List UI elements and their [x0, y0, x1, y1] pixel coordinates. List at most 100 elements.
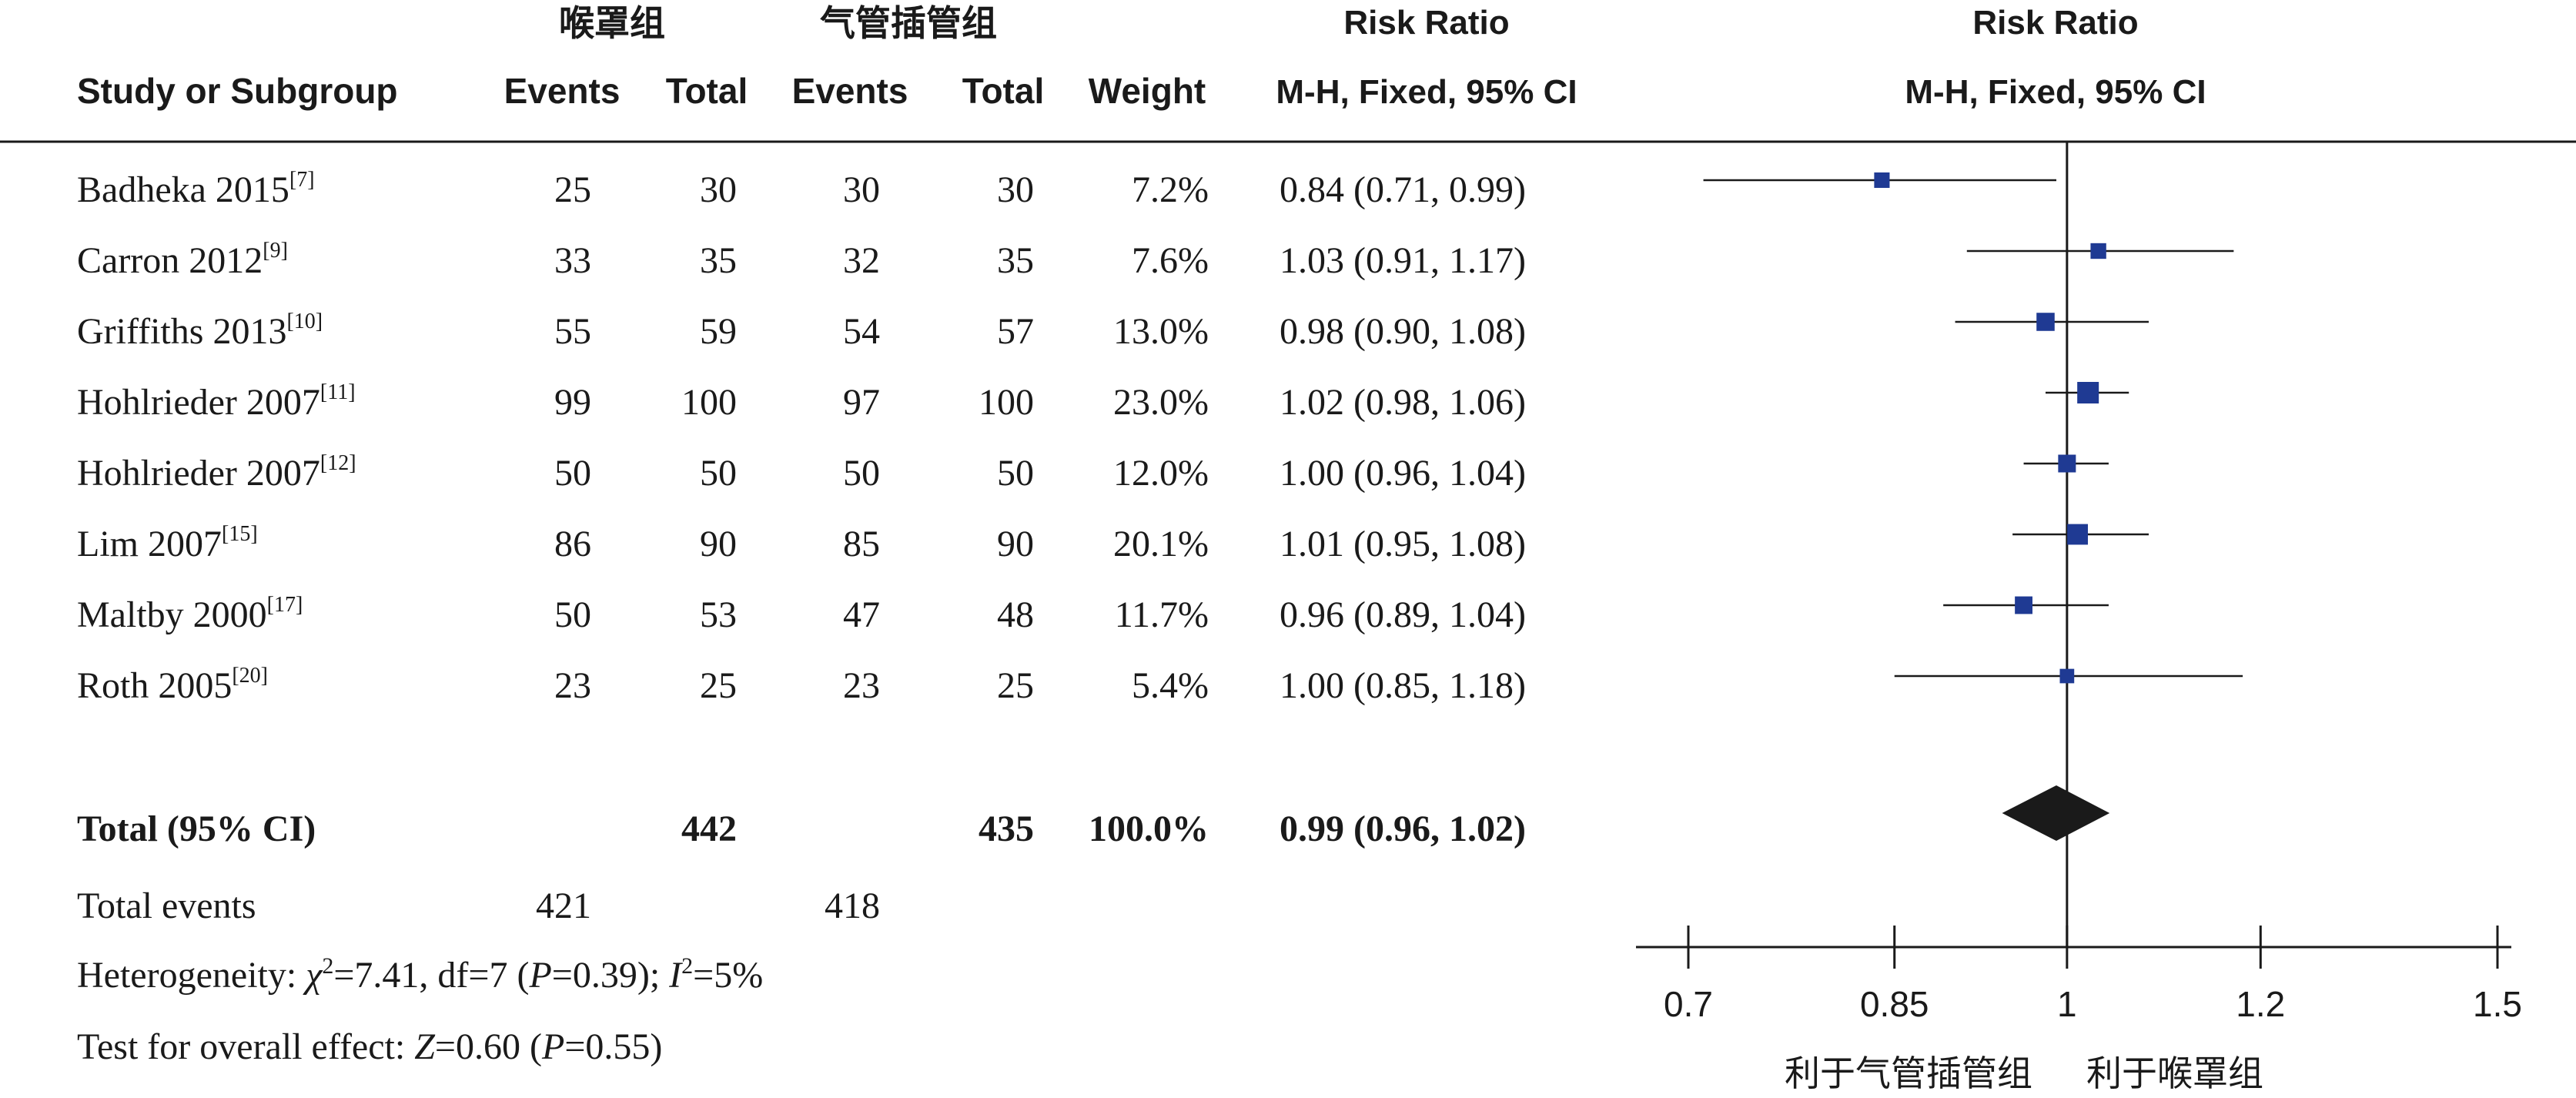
total-row: Total (95% CI) 442 435 100.0% 0.99 (0.96… — [77, 808, 1526, 849]
point-marker — [2090, 243, 2106, 259]
study-ref: [17] — [267, 593, 303, 617]
total-events-label: Total events — [77, 885, 256, 926]
col-study-header: Study or Subgroup — [77, 71, 398, 111]
summary-diamond — [2002, 785, 2110, 841]
study-ref: [12] — [320, 451, 356, 475]
ci-text-cell: 0.98 (0.90, 1.08) — [1280, 311, 1526, 352]
study-name: Hohlrieder 2007 — [77, 382, 320, 423]
study-row: Hohlrieder 2007[11] 99 100 97 100 23.0% 1.02 (… — [77, 380, 1526, 423]
point-marker — [2036, 313, 2055, 331]
total-total1: 442 — [681, 808, 737, 849]
total2-cell: 25 — [997, 665, 1034, 706]
events1-cell: 50 — [554, 453, 591, 494]
weight-cell: 23.0% — [1113, 382, 1209, 423]
study-name: Griffiths 2013 — [77, 311, 286, 352]
study-ref: [9] — [263, 239, 288, 263]
total1-cell: 59 — [700, 311, 737, 352]
study-name-cell: Roth 2005[20] — [77, 664, 268, 706]
study-row: Carron 2012[9] 33 35 32 35 7.6% 1.03 (0.91, 1.… — [77, 239, 1526, 281]
total2-cell: 90 — [997, 524, 1034, 564]
study-name: Roth 2005 — [77, 665, 232, 706]
total2-cell: 57 — [997, 311, 1034, 352]
ci-text-cell: 0.96 (0.89, 1.04) — [1280, 594, 1526, 635]
study-name-cell: Griffiths 2013[10] — [77, 310, 323, 352]
study-name-cell: Maltby 2000[17] — [77, 593, 303, 635]
study-name-cell: Badheka 2015[7] — [77, 168, 315, 210]
oe-p-symbol: P — [541, 1026, 564, 1067]
study-row: Hohlrieder 2007[12] 50 50 50 50 12.0% 1.00 (0.… — [77, 451, 1526, 494]
total-ci-text: 0.99 (0.96, 1.02) — [1280, 808, 1526, 849]
rr-column-method: M-H, Fixed, 95% CI — [1276, 73, 1577, 111]
events1-cell: 50 — [554, 594, 591, 635]
weight-cell: 20.1% — [1113, 524, 1209, 564]
study-row: Maltby 2000[17] 50 53 47 48 11.7% 0.96 (0.89, … — [77, 593, 1526, 635]
study-row: Roth 2005[20] 23 25 23 25 5.4% 1.00 (0.85, 1.1… — [77, 664, 1526, 706]
events1-cell: 99 — [554, 382, 591, 423]
point-marker — [2015, 596, 2032, 614]
chi-sup: 2 — [322, 953, 333, 979]
het-p-value: =0.39); — [552, 955, 669, 996]
events1-cell: 23 — [554, 665, 591, 706]
point-marker — [2077, 382, 2099, 403]
z-value: =0.60 ( — [435, 1026, 542, 1067]
i-value: =5% — [693, 955, 763, 996]
favors-right-label: 利于喉罩组 — [2086, 1053, 2263, 1094]
weight-cell: 11.7% — [1115, 594, 1209, 635]
weight-cell: 13.0% — [1113, 311, 1209, 352]
col-events1-header: Events — [504, 71, 621, 111]
total1-cell: 25 — [700, 665, 737, 706]
total2-cell: 50 — [997, 453, 1034, 494]
study-name: Carron 2012 — [77, 240, 263, 281]
total1-cell: 90 — [700, 524, 737, 564]
total-events2: 418 — [825, 885, 880, 926]
weight-cell: 7.6% — [1132, 240, 1209, 281]
study-rows: Badheka 2015[7] 25 30 30 30 7.2% 0.84 (0.71, 0… — [77, 168, 1526, 706]
study-ref: [7] — [289, 168, 315, 192]
total-weight: 100.0% — [1089, 808, 1209, 849]
events1-cell: 55 — [554, 311, 591, 352]
study-row: Lim 2007[15] 86 90 85 90 20.1% 1.01 (0.95, 1.0… — [77, 522, 1526, 564]
group2-name: 气管插管组 — [820, 2, 997, 44]
ci-text-cell: 1.02 (0.98, 1.06) — [1280, 382, 1526, 423]
point-marker — [1874, 172, 1890, 189]
total2-cell: 35 — [997, 240, 1034, 281]
group1-name: 喉罩组 — [559, 2, 665, 44]
x-tick-label: 1.2 — [2236, 984, 2285, 1024]
study-name: Badheka 2015 — [77, 169, 289, 210]
study-name: Maltby 2000 — [77, 594, 267, 635]
total-label: Total (95% CI) — [77, 808, 316, 849]
study-row: Badheka 2015[7] 25 30 30 30 7.2% 0.84 (0.71, 0… — [77, 168, 1526, 210]
total-events1: 421 — [536, 885, 591, 926]
ci-lines — [1703, 179, 2243, 678]
study-name-cell: Carron 2012[9] — [77, 239, 288, 281]
point-marker — [2058, 454, 2076, 473]
events2-cell: 47 — [843, 594, 880, 635]
ci-text-cell: 0.84 (0.71, 0.99) — [1280, 169, 1526, 210]
plot-title: Risk Ratio — [1972, 4, 2138, 42]
total2-cell: 30 — [997, 169, 1034, 210]
study-name-cell: Hohlrieder 2007[12] — [77, 451, 356, 494]
total-total2: 435 — [979, 808, 1034, 849]
chi-value: =7.41, df=7 ( — [333, 955, 529, 996]
col-events2-header: Events — [792, 71, 908, 111]
x-tick-label: 1.5 — [2473, 984, 2522, 1024]
z-symbol: Z — [414, 1026, 436, 1067]
weight-cell: 5.4% — [1132, 665, 1209, 706]
total2-cell: 100 — [979, 382, 1034, 423]
overall-effect-line: Test for overall effect: Z=0.60 (P=0.55) — [77, 1026, 662, 1067]
study-ref: [15] — [222, 522, 258, 546]
events1-cell: 25 — [554, 169, 591, 210]
overall-effect-label: Test for overall effect: — [77, 1026, 414, 1067]
heterogeneity-label: Heterogeneity: — [77, 955, 306, 996]
events2-cell: 30 — [843, 169, 880, 210]
total1-cell: 53 — [700, 594, 737, 635]
study-row: Griffiths 2013[10] 55 59 54 57 13.0% 0.98 (0.9… — [77, 310, 1526, 352]
ci-text-cell: 1.03 (0.91, 1.17) — [1280, 240, 1526, 281]
ci-text-cell: 1.00 (0.85, 1.18) — [1280, 665, 1526, 706]
study-ref: [10] — [286, 310, 323, 333]
study-name: Hohlrieder 2007 — [77, 453, 320, 494]
total1-cell: 50 — [700, 453, 737, 494]
x-tick-label: 1 — [2057, 984, 2077, 1024]
events2-cell: 32 — [843, 240, 880, 281]
